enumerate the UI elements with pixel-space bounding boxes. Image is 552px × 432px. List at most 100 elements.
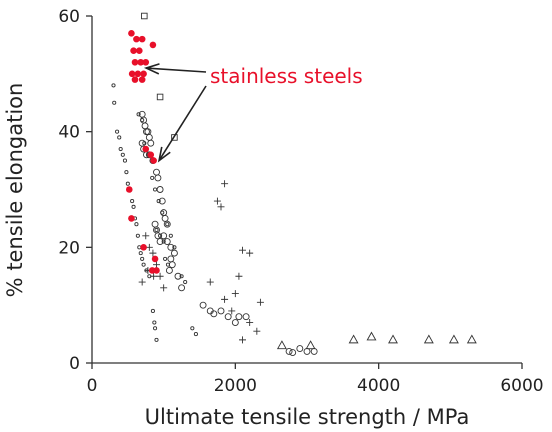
point-small-circle [168, 233, 173, 238]
x-tick-label: 2000 [214, 376, 257, 396]
tick-labels: 0 2000 4000 6000 0 20 40 60 [58, 7, 543, 396]
point-small-circle [150, 175, 155, 180]
point-stainless-steel [151, 255, 159, 263]
point-small-circle [124, 170, 129, 175]
point-small-circle [172, 245, 177, 250]
point-plus [239, 336, 246, 344]
point-circle [154, 232, 162, 240]
annotation-arrow-line [158, 85, 207, 162]
point-plus [138, 278, 146, 286]
point-stainless-steel [125, 186, 133, 193]
point-small-circle [125, 181, 130, 186]
point-stainless-steel [140, 70, 147, 78]
point-stainless-steel [128, 215, 135, 222]
point-plus [149, 249, 157, 257]
point-circle [289, 349, 297, 357]
point-circle [235, 313, 243, 321]
point-stainless-steel [130, 47, 137, 54]
point-small-circle [179, 274, 184, 279]
point-circle [303, 347, 311, 355]
point-small-circle [153, 326, 158, 331]
point-circle [161, 214, 169, 222]
point-small-circle [117, 135, 122, 140]
annotation-arrow-line [146, 67, 207, 73]
point-stainless-steel [142, 145, 150, 153]
point-plus [256, 298, 264, 306]
point-stainless-steel [150, 157, 157, 164]
point-circle [156, 186, 164, 193]
point-triangle [423, 334, 434, 344]
point-small-circle [156, 199, 161, 204]
point-circle [231, 319, 239, 326]
point-circle [168, 261, 176, 269]
point-small-circle [163, 256, 168, 261]
annotation-arrowhead [157, 146, 171, 163]
point-plus [153, 261, 160, 269]
point-plus [221, 295, 229, 303]
point-small-circle [165, 222, 170, 227]
point-circle [141, 122, 149, 130]
point-circle [170, 249, 178, 257]
point-circle [158, 197, 166, 205]
point-circle [210, 310, 218, 318]
point-circle [296, 345, 304, 352]
y-tick-label: 40 [58, 123, 80, 143]
point-triangle [366, 331, 377, 341]
point-circle [199, 301, 207, 309]
point-triangle [305, 340, 316, 350]
point-plus [206, 278, 214, 286]
point-stainless-steel [137, 58, 145, 66]
point-small-circle [135, 233, 140, 238]
point-small-circle [122, 158, 128, 163]
point-small-circle [154, 337, 159, 342]
point-triangle [276, 340, 287, 350]
point-circle [167, 243, 175, 251]
point-circle [178, 284, 186, 292]
point-small-circle [153, 187, 158, 192]
point-plus [246, 249, 254, 257]
ticks [86, 15, 523, 369]
point-stainless-steel [134, 70, 142, 78]
point-small-circle [161, 239, 166, 244]
point-stainless-steel [128, 30, 135, 37]
point-plus [235, 272, 243, 280]
point-circle [143, 128, 150, 136]
point-triangle [448, 334, 459, 344]
point-plus [231, 290, 239, 298]
point-small-circle [134, 222, 139, 227]
point-small-circle [190, 326, 195, 331]
point-circle [242, 313, 250, 321]
point-stainless-steel [147, 151, 155, 159]
point-plus [156, 272, 164, 280]
point-small-circle [111, 83, 116, 88]
point-small-circle [150, 308, 155, 314]
point-circle [160, 232, 168, 240]
point-circle [163, 238, 171, 246]
point-circle [144, 128, 152, 136]
x-tick-label: 0 [87, 376, 98, 396]
x-tick-label: 4000 [357, 376, 400, 396]
point-stainless-steel [142, 58, 150, 66]
point-small-circle [154, 227, 159, 233]
point-small-circle [158, 233, 163, 238]
point-stainless-steel [138, 35, 146, 43]
point-plus [246, 319, 254, 327]
point-stainless-steel [128, 70, 136, 78]
point-small-circle [131, 204, 136, 209]
point-small-circle [152, 320, 157, 325]
point-stainless-steel [131, 76, 139, 83]
annotation-label: stainless steels [210, 64, 363, 88]
point-circle [167, 255, 175, 263]
point-circle [156, 238, 164, 246]
point-small-circle [193, 332, 198, 337]
point-plus [217, 203, 225, 211]
point-stainless-steel [131, 58, 139, 66]
point-small-circle [183, 279, 188, 285]
annotation: stainless steels [143, 63, 363, 163]
point-square [171, 134, 178, 141]
point-circle [217, 307, 225, 315]
point-circle [153, 226, 160, 234]
point-small-circle [112, 100, 117, 105]
annotation-arrowhead [143, 63, 160, 75]
point-small-circle [136, 112, 141, 117]
